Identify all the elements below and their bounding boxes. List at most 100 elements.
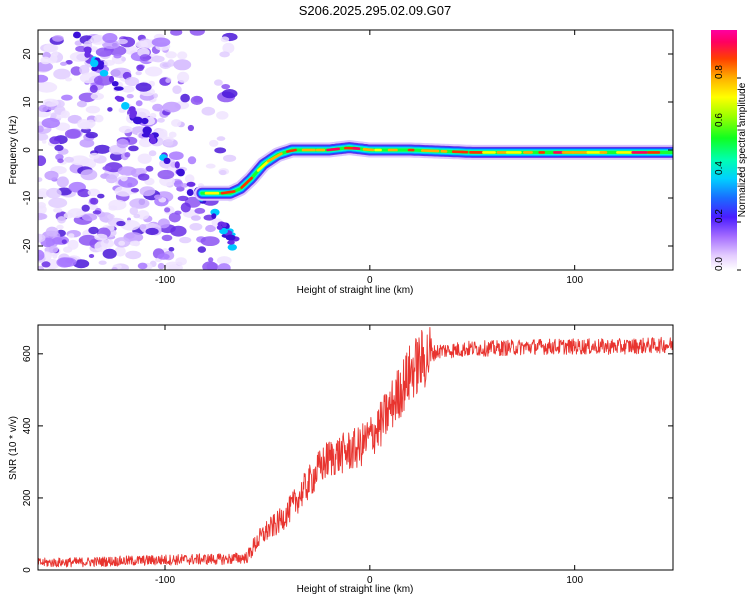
ridge-peak bbox=[240, 176, 253, 189]
noise-blob bbox=[94, 233, 108, 241]
noise-blob bbox=[148, 150, 157, 157]
noise-blob bbox=[168, 131, 177, 138]
colorbar-gradient bbox=[711, 30, 737, 270]
noise-blob bbox=[157, 169, 175, 180]
noise-blob bbox=[114, 186, 134, 197]
noise-blob bbox=[219, 51, 230, 58]
spectrogram-y-tick-label: 10 bbox=[22, 96, 33, 108]
noise-blob bbox=[132, 240, 140, 247]
noise-blob bbox=[79, 64, 90, 75]
snr-x-tick-label: 100 bbox=[566, 575, 583, 586]
noise-blob bbox=[201, 106, 216, 116]
noise-blob bbox=[130, 188, 139, 193]
noise-blob bbox=[124, 76, 140, 87]
noise-blob bbox=[88, 254, 95, 258]
noise-blob bbox=[139, 224, 147, 230]
noise-blob bbox=[94, 144, 111, 154]
noise-blob bbox=[129, 206, 139, 216]
noise-blob bbox=[70, 66, 83, 76]
noise-blob bbox=[38, 177, 43, 182]
noise-blob bbox=[53, 207, 63, 213]
noise-blob bbox=[113, 86, 124, 91]
colorbar-label: Normalized spectral amplitude bbox=[737, 82, 748, 217]
noise-blob bbox=[194, 207, 206, 214]
noise-blob bbox=[65, 77, 73, 82]
noise-blob bbox=[121, 102, 130, 110]
ridge-peak bbox=[362, 148, 375, 152]
noise-blob bbox=[68, 233, 75, 239]
noise-blob bbox=[202, 261, 218, 270]
noise-blob bbox=[107, 213, 115, 220]
snr-y-tick-label: 0 bbox=[22, 567, 33, 573]
noise-blob bbox=[139, 54, 151, 62]
noise-blob bbox=[135, 40, 148, 48]
snr-panel: -100 0 100 0 200 400 600 Height of straight l… bbox=[8, 324, 674, 595]
noise-blob bbox=[172, 85, 182, 94]
noise-blob bbox=[88, 226, 99, 235]
noise-blob bbox=[60, 61, 68, 66]
noise-blob bbox=[54, 144, 64, 151]
snr-y-tick-label: 600 bbox=[22, 345, 33, 362]
noise-blob bbox=[135, 82, 152, 92]
noise-blob bbox=[214, 147, 227, 154]
noise-blob bbox=[149, 112, 157, 119]
noise-blob bbox=[61, 239, 67, 244]
noise-blob bbox=[87, 188, 101, 197]
noise-blob bbox=[42, 98, 59, 107]
noise-blob bbox=[121, 56, 126, 62]
noise-blob bbox=[80, 169, 98, 181]
noise-blob bbox=[197, 246, 206, 253]
noise-blob bbox=[138, 173, 150, 181]
noise-blob bbox=[145, 165, 154, 172]
noise-blob bbox=[118, 125, 133, 134]
noise-blob bbox=[157, 117, 165, 123]
spectrogram-y-label: Frequency (Hz) bbox=[8, 116, 19, 185]
snr-x-tick-label: 0 bbox=[367, 575, 373, 586]
noise-blob bbox=[221, 222, 227, 228]
noise-blob bbox=[179, 236, 192, 244]
noise-blob bbox=[79, 72, 99, 84]
snr-x-ticks: -100 0 100 bbox=[155, 325, 583, 586]
noise-blob bbox=[217, 256, 232, 265]
noise-blob bbox=[180, 202, 191, 213]
ridge-peak bbox=[266, 152, 283, 163]
noise-blob bbox=[162, 101, 181, 113]
noise-blob bbox=[186, 189, 194, 196]
noise-blob bbox=[180, 183, 189, 188]
noise-blob bbox=[120, 220, 141, 231]
noise-blob bbox=[136, 64, 145, 72]
noise-blob bbox=[161, 234, 173, 242]
spectrogram-ridge bbox=[194, 140, 673, 201]
colorbar-tick-label: 0.8 bbox=[714, 65, 725, 79]
snr-x-tick-label: -100 bbox=[155, 575, 175, 586]
noise-blob bbox=[157, 218, 170, 229]
noise-blob bbox=[170, 30, 183, 36]
noise-blob bbox=[38, 104, 49, 112]
noise-blob bbox=[43, 43, 59, 53]
noise-blob bbox=[108, 75, 115, 83]
noise-blob bbox=[151, 55, 165, 63]
noise-blob bbox=[137, 153, 152, 164]
snr-background bbox=[38, 325, 673, 570]
noise-blob bbox=[49, 136, 61, 145]
noise-blob bbox=[91, 66, 98, 72]
snr-x-label: Height of straight line (km) bbox=[297, 584, 414, 595]
noise-blob bbox=[38, 191, 46, 199]
noise-blob bbox=[90, 59, 99, 68]
noise-blob bbox=[100, 239, 115, 248]
noise-blob bbox=[116, 138, 129, 149]
noise-blob bbox=[216, 136, 226, 141]
noise-blob bbox=[149, 137, 157, 145]
snr-y-tick-label: 400 bbox=[22, 417, 33, 434]
noise-blob bbox=[222, 42, 235, 54]
spectrogram-y-tick-label: -20 bbox=[22, 238, 33, 253]
noise-blob bbox=[94, 114, 104, 123]
noise-blob bbox=[46, 187, 62, 199]
noise-blob bbox=[38, 265, 45, 270]
noise-blob bbox=[38, 81, 58, 93]
noise-blob bbox=[61, 94, 73, 101]
snr-y-ticks: 0 200 400 600 bbox=[22, 345, 673, 573]
noise-blob bbox=[157, 262, 165, 270]
